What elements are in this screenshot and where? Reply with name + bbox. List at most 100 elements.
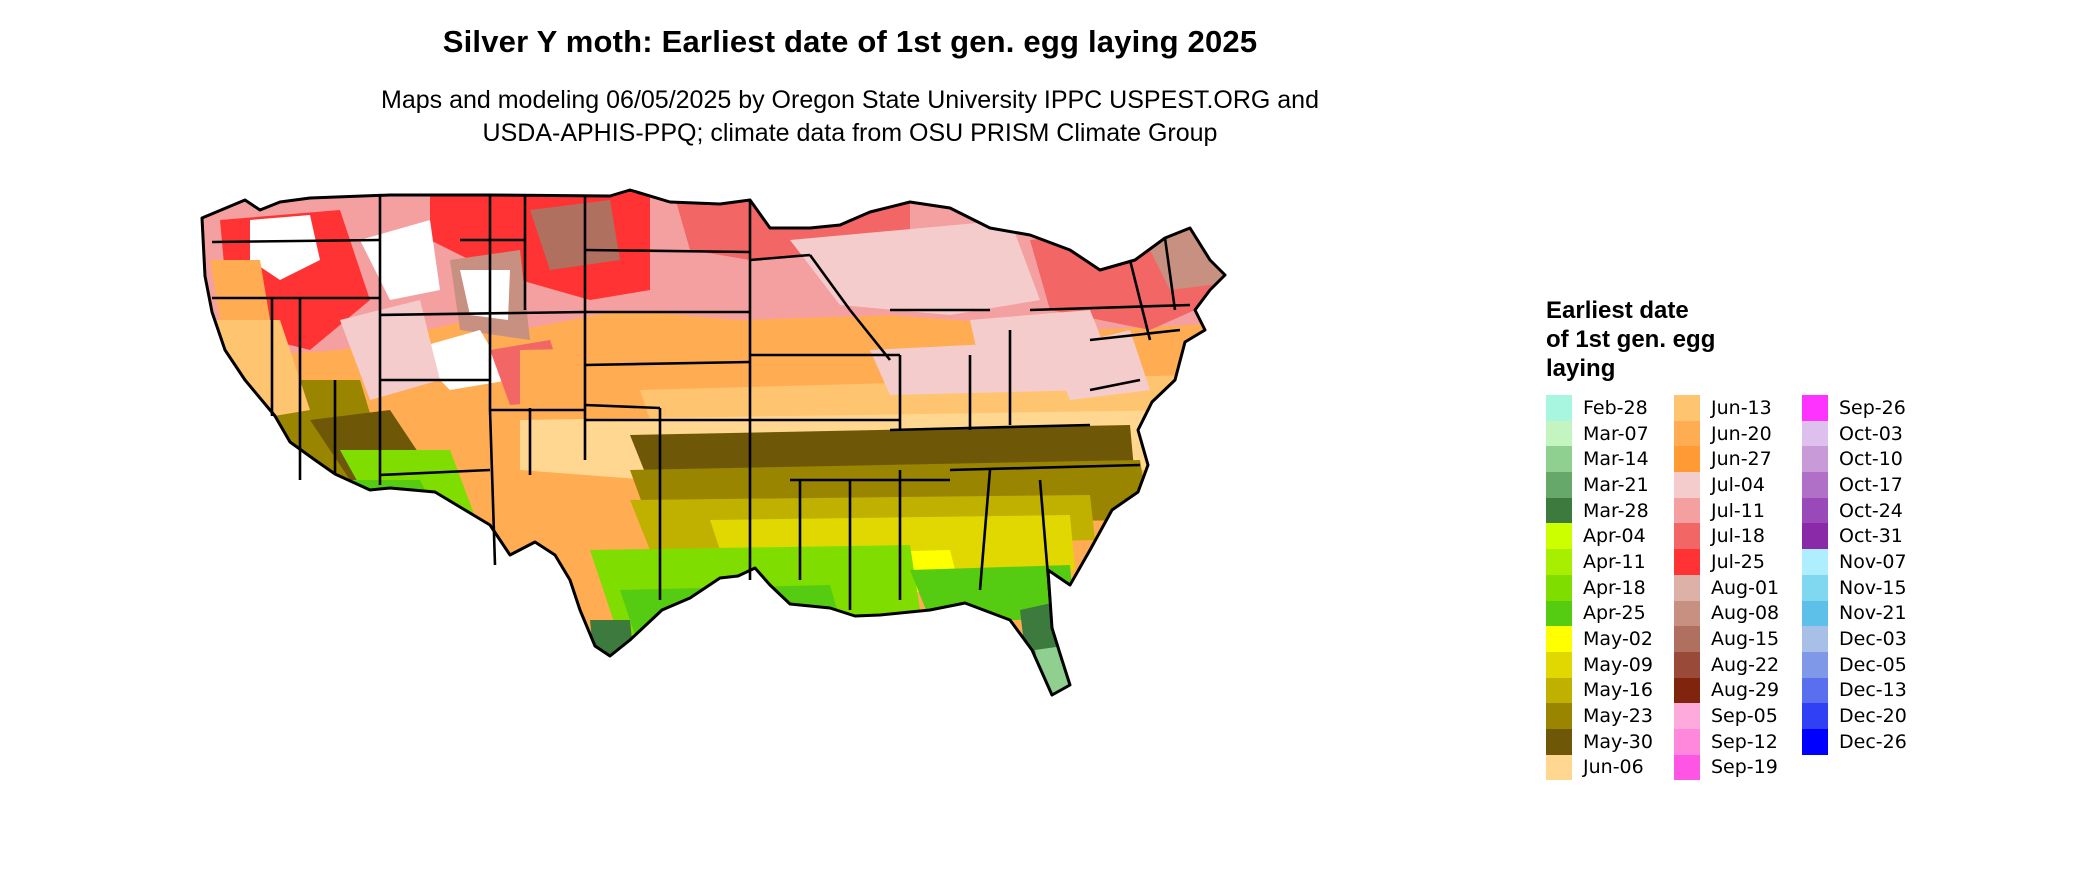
legend-label: Oct-31 — [1839, 525, 1903, 548]
legend-swatch — [1802, 703, 1828, 729]
legend-item: May-23 — [1546, 703, 1674, 729]
legend-label: Apr-04 — [1583, 525, 1646, 548]
legend-item: Aug-01 — [1674, 574, 1802, 601]
legend-swatch — [1802, 446, 1828, 473]
legend-item: Sep-26 — [1802, 395, 1930, 421]
legend-item: May-16 — [1546, 677, 1674, 704]
legend-item: Feb-28 — [1546, 395, 1674, 421]
legend-item: Jun-27 — [1674, 446, 1802, 473]
legend-swatch — [1674, 446, 1700, 473]
legend-item: Apr-11 — [1546, 549, 1674, 575]
legend-swatch — [1802, 523, 1828, 550]
legend-swatch — [1674, 626, 1700, 652]
legend-swatch — [1802, 651, 1828, 678]
legend-swatch — [1674, 728, 1700, 755]
legend-item: Oct-17 — [1802, 472, 1930, 498]
legend-item: Jun-13 — [1674, 395, 1802, 421]
legend-swatch — [1802, 549, 1828, 575]
legend-label: Aug-01 — [1711, 576, 1780, 599]
legend-item: Sep-19 — [1674, 754, 1802, 781]
legend-swatch — [1546, 728, 1572, 755]
legend-item: Jul-04 — [1674, 472, 1802, 498]
legend-item: Mar-14 — [1546, 446, 1674, 473]
legend-label: Feb-28 — [1583, 396, 1648, 419]
map-title: Silver Y moth: Earliest date of 1st gen.… — [442, 24, 1258, 59]
legend-item: Mar-28 — [1546, 497, 1674, 524]
legend-label: Aug-08 — [1711, 602, 1780, 625]
legend-label: Aug-22 — [1711, 653, 1780, 676]
legend-item: Jun-06 — [1546, 754, 1674, 781]
legend-label: Sep-12 — [1711, 730, 1778, 753]
legend-label: Jun-06 — [1583, 756, 1644, 779]
map-fill-layer — [202, 190, 1225, 695]
legend-label: Jun-27 — [1711, 448, 1772, 471]
legend-item: Jul-18 — [1674, 523, 1802, 550]
legend-swatch — [1546, 523, 1572, 550]
legend-item: Aug-15 — [1674, 626, 1802, 652]
legend-swatch — [1674, 754, 1700, 781]
legend-label: Mar-14 — [1583, 448, 1649, 471]
legend-label: Jul-11 — [1711, 499, 1765, 522]
legend-swatch — [1546, 600, 1572, 627]
legend-title: Earliest date of 1st gen. egg laying — [1546, 296, 2006, 383]
state-borders — [200, 188, 1227, 697]
legend-swatch — [1546, 549, 1572, 575]
legend-swatch — [1674, 549, 1700, 575]
legend-item: May-02 — [1546, 626, 1674, 652]
legend-label: May-02 — [1583, 628, 1653, 651]
legend-label: Dec-20 — [1839, 705, 1907, 728]
legend-item: Sep-05 — [1674, 703, 1802, 729]
legend-swatch — [1546, 754, 1572, 781]
legend-label: Dec-05 — [1839, 653, 1907, 676]
legend-label: Jun-13 — [1711, 396, 1772, 419]
legend-swatch — [1546, 497, 1572, 524]
legend-swatch — [1802, 497, 1828, 524]
legend-columns: Feb-28 Mar-07 Mar-14 Mar-21 Mar-28 Apr-04 Apr-… — [1546, 395, 2006, 781]
legend-label: Aug-15 — [1711, 628, 1780, 651]
map-legend: Earliest date of 1st gen. egg laying Feb… — [1546, 296, 2006, 781]
legend-label: Oct-10 — [1839, 448, 1903, 471]
legend-item: May-30 — [1546, 728, 1674, 755]
legend-swatch — [1802, 626, 1828, 652]
legend-swatch — [1674, 472, 1700, 498]
legend-item: Oct-10 — [1802, 446, 1930, 473]
legend-item: Nov-21 — [1802, 600, 1930, 627]
legend-swatch — [1546, 651, 1572, 678]
legend-item: Oct-24 — [1802, 497, 1930, 524]
legend-swatch — [1546, 677, 1572, 704]
legend-swatch — [1546, 446, 1572, 473]
legend-label: Oct-03 — [1839, 422, 1903, 445]
legend-label: Apr-11 — [1583, 550, 1646, 573]
legend-item: Dec-03 — [1802, 626, 1930, 652]
legend-swatch — [1674, 523, 1700, 550]
legend-item: Dec-26 — [1802, 728, 1930, 755]
legend-item: Jul-25 — [1674, 549, 1802, 575]
legend-swatch — [1674, 420, 1700, 447]
legend-swatch — [1546, 472, 1572, 498]
legend-swatch — [1546, 574, 1572, 601]
legend-swatch — [1674, 600, 1700, 627]
legend-item: Nov-15 — [1802, 574, 1930, 601]
legend-column: Jun-13 Jun-20 Jun-27 Jul-04 Jul-11 Jul-18 Jul-… — [1674, 395, 1802, 781]
legend-item: Oct-03 — [1802, 420, 1930, 447]
subtitle-line-1: Maps and modeling 06/05/2025 by Oregon S… — [381, 86, 1319, 114]
legend-item: Nov-07 — [1802, 549, 1930, 575]
legend-swatch — [1674, 395, 1700, 421]
legend-label: Jul-04 — [1711, 473, 1765, 496]
us-map-svg — [200, 188, 1227, 697]
legend-column: Sep-26 Oct-03 Oct-10 Oct-17 Oct-24 Oct-31 Nov-… — [1802, 395, 1930, 780]
legend-label: Jun-20 — [1711, 422, 1772, 445]
legend-item: Apr-25 — [1546, 600, 1674, 627]
legend-label: Sep-19 — [1711, 756, 1778, 779]
legend-label: Mar-21 — [1583, 473, 1649, 496]
legend-swatch — [1546, 395, 1572, 421]
legend-swatch — [1802, 574, 1828, 601]
legend-item: Apr-04 — [1546, 523, 1674, 550]
legend-swatch — [1674, 497, 1700, 524]
legend-label: Oct-24 — [1839, 499, 1903, 522]
legend-label: Dec-03 — [1839, 628, 1907, 651]
legend-swatch — [1546, 703, 1572, 729]
legend-item: Apr-18 — [1546, 574, 1674, 601]
legend-label: Sep-26 — [1839, 396, 1906, 419]
legend-swatch — [1674, 677, 1700, 704]
